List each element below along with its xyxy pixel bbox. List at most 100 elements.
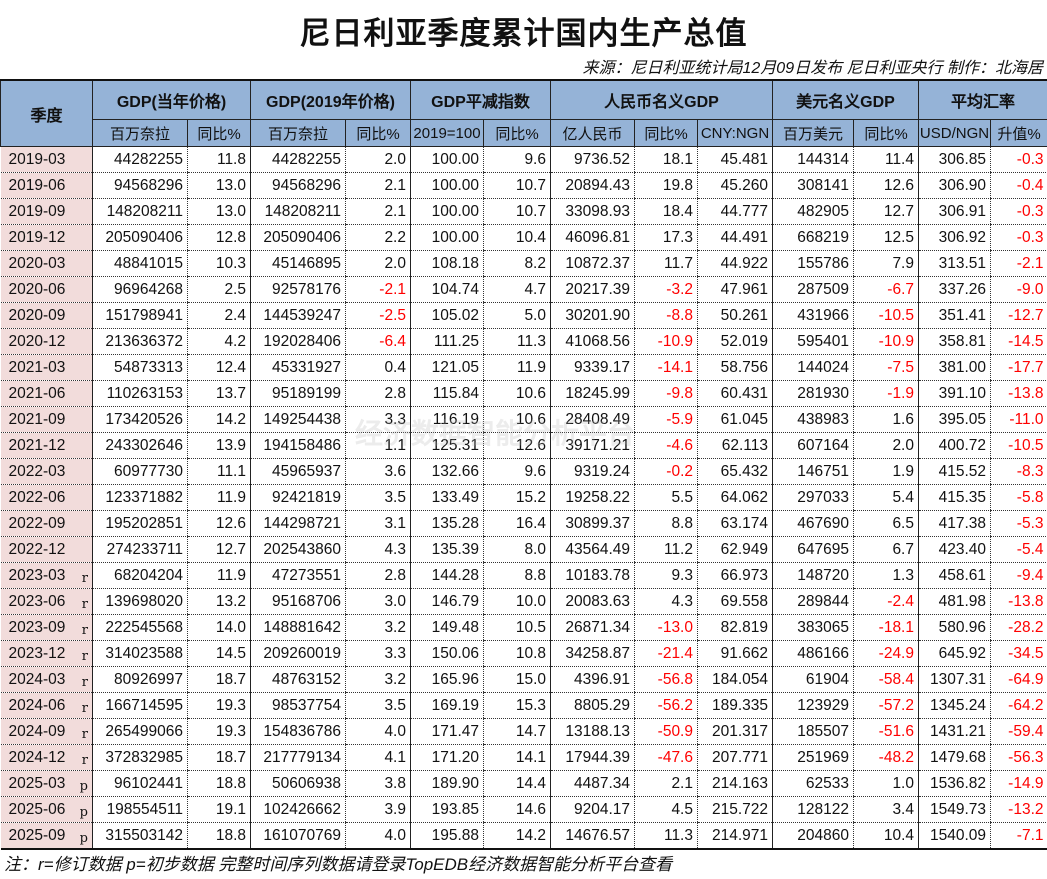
value-cell: 647695: [772, 536, 854, 563]
value-cell: 10183.78: [550, 562, 635, 589]
value-cell: 16.4: [483, 510, 551, 537]
value-cell: 100.00: [410, 198, 484, 225]
value-cell: 383065: [772, 614, 854, 641]
value-cell: 2.0: [345, 250, 411, 277]
value-cell: 62533: [772, 770, 854, 797]
value-cell: 17.3: [634, 224, 698, 251]
value-cell: 13.7: [187, 380, 251, 407]
value-cell: 9.3: [634, 562, 698, 589]
header-gdp-current: GDP(当年价格): [92, 79, 251, 120]
value-cell: -57.2: [853, 692, 919, 719]
quarter-cell: 2019-03: [0, 146, 93, 173]
revision-flag: r: [81, 597, 88, 612]
value-cell: 195202851: [92, 510, 188, 537]
value-cell: 5.4: [853, 484, 919, 511]
value-cell: 92578176: [250, 276, 346, 303]
table-row: 2022-12 274233711 12.7 202543860 4.3 135.39 8.…: [0, 536, 1047, 563]
value-cell: 193.85: [410, 796, 484, 823]
value-cell: 9.6: [483, 458, 551, 485]
value-cell: 28408.49: [550, 406, 635, 433]
table-row: 2025-03 p 96102441 18.8 50606938 3.8 189.90 14.…: [0, 770, 1047, 797]
value-cell: 11.3: [634, 822, 698, 850]
value-cell: 9.6: [483, 146, 551, 173]
value-cell: 18.8: [187, 770, 251, 797]
quarter-label: 2021-03: [8, 358, 66, 376]
value-cell: 8.2: [483, 250, 551, 277]
value-cell: 3.2: [345, 666, 411, 693]
value-cell: 207.771: [697, 744, 773, 771]
quarter-cell: 2020-06: [0, 276, 93, 303]
value-cell: 82.819: [697, 614, 773, 641]
table-row: 2022-06 123371882 11.9 92421819 3.5 133.49 15.…: [0, 484, 1047, 511]
value-cell: 144.28: [410, 562, 484, 589]
value-cell: 50.261: [697, 302, 773, 329]
value-cell: 431966: [772, 302, 854, 329]
value-cell: 12.5: [853, 224, 919, 251]
quarter-label: 2025-09: [8, 826, 66, 844]
value-cell: 9339.17: [550, 354, 635, 381]
value-cell: 19.1: [187, 796, 251, 823]
value-cell: 68204204: [92, 562, 188, 589]
value-cell: 4.3: [345, 536, 411, 563]
quarter-cell: 2024-03 r: [0, 666, 93, 693]
value-cell: 12.6: [853, 172, 919, 199]
value-cell: 30201.90: [550, 302, 635, 329]
value-cell: 18.1: [634, 146, 698, 173]
value-cell: 111.25: [410, 328, 484, 355]
value-cell: 1.6: [853, 406, 919, 433]
value-cell: 135.39: [410, 536, 484, 563]
value-cell: -10.9: [634, 328, 698, 355]
value-cell: 52.019: [697, 328, 773, 355]
table-body: 2019-03 44282255 11.8 44282255 2.0 100.00 9.6 9…: [0, 146, 1047, 850]
value-cell: 161070769: [250, 822, 346, 850]
value-cell: 438983: [772, 406, 854, 433]
quarter-label: 2023-09: [8, 618, 66, 636]
value-cell: 10.7: [483, 172, 551, 199]
value-cell: 265499066: [92, 718, 188, 745]
value-cell: 1307.31: [918, 666, 991, 693]
quarter-label: 2024-06: [8, 696, 66, 714]
value-cell: 123929: [772, 692, 854, 719]
quarter-cell: 2025-06 p: [0, 796, 93, 823]
value-cell: 2.8: [345, 380, 411, 407]
table-row: 2020-06 96964268 2.5 92578176 -2.1 104.74 4.7 2…: [0, 276, 1047, 303]
value-cell: 150.06: [410, 640, 484, 667]
value-cell: -5.8: [989, 484, 1047, 511]
value-cell: 80926997: [92, 666, 188, 693]
value-cell: 4.5: [634, 796, 698, 823]
value-cell: 149.48: [410, 614, 484, 641]
value-cell: 417.38: [918, 510, 991, 537]
value-cell: 41068.56: [550, 328, 635, 355]
value-cell: -6.7: [853, 276, 919, 303]
value-cell: 61.045: [697, 406, 773, 433]
value-cell: 4.7: [483, 276, 551, 303]
value-cell: 64.062: [697, 484, 773, 511]
value-cell: 148208211: [92, 198, 188, 225]
value-cell: 209260019: [250, 640, 346, 667]
value-cell: 358.81: [918, 328, 991, 355]
value-cell: -2.1: [345, 276, 411, 303]
value-cell: -51.6: [853, 718, 919, 745]
value-cell: 48763152: [250, 666, 346, 693]
value-cell: 607164: [772, 432, 854, 459]
value-cell: -34.5: [989, 640, 1047, 667]
quarter-label: 2023-03: [8, 566, 66, 584]
quarter-cell: 2021-09: [0, 406, 93, 433]
subheader: 升值%: [989, 119, 1047, 147]
value-cell: 95168706: [250, 588, 346, 615]
value-cell: -47.6: [634, 744, 698, 771]
value-cell: 3.5: [345, 692, 411, 719]
value-cell: 3.3: [345, 406, 411, 433]
value-cell: -0.3: [989, 146, 1047, 173]
value-cell: 19.3: [187, 718, 251, 745]
value-cell: 18.7: [187, 744, 251, 771]
quarter-label: 2020-12: [8, 332, 66, 350]
value-cell: 9736.52: [550, 146, 635, 173]
value-cell: 3.8: [345, 770, 411, 797]
value-cell: 50606938: [250, 770, 346, 797]
subheader: 同比%: [187, 119, 251, 147]
value-cell: -59.4: [989, 718, 1047, 745]
revision-flag: p: [79, 805, 88, 820]
value-cell: 281930: [772, 380, 854, 407]
quarter-label: 2024-12: [8, 748, 66, 766]
